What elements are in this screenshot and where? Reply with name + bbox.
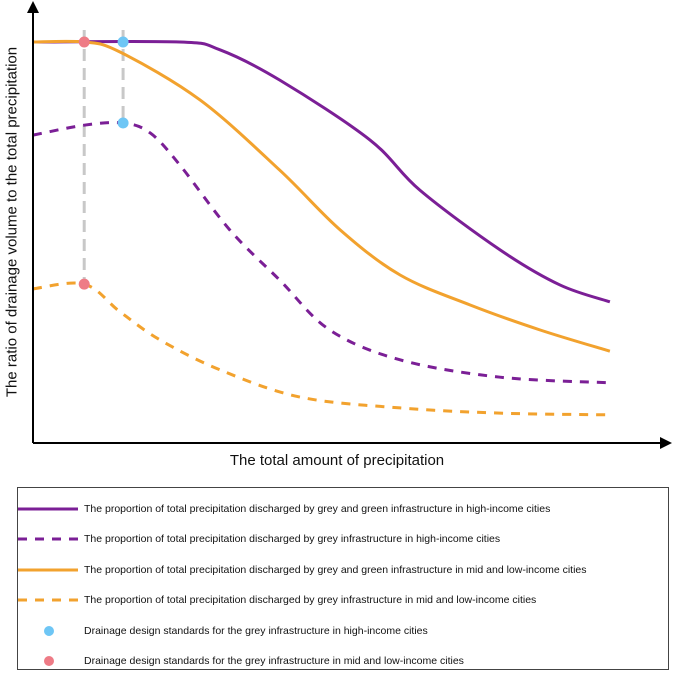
legend-item: The proportion of total precipitation di… xyxy=(18,560,587,580)
design-standard-point xyxy=(78,36,90,48)
legend-label: Drainage design standards for the grey i… xyxy=(84,655,464,667)
legend: The proportion of total precipitation di… xyxy=(17,487,669,670)
legend-item: The proportion of total precipitation di… xyxy=(18,529,500,549)
y-axis-arrow xyxy=(27,1,39,13)
y-axis-label: The ratio of drainage volume to the tota… xyxy=(3,46,21,398)
series-line-3 xyxy=(32,281,610,417)
series-line-2 xyxy=(32,39,611,353)
legend-label: The proportion of total precipitation di… xyxy=(84,564,587,576)
legend-swatch-dashed-purple xyxy=(18,537,78,541)
legend-item: The proportion of total precipitation di… xyxy=(18,499,550,519)
design-standard-point xyxy=(78,278,90,290)
x-axis-arrow xyxy=(660,437,672,449)
series-line-1 xyxy=(32,121,610,385)
chart-plot-area xyxy=(27,1,672,449)
series-line-0 xyxy=(32,39,611,304)
x-axis-label: The total amount of precipitation xyxy=(229,452,445,469)
legend-swatch-solid-purple xyxy=(18,507,78,511)
legend-label: The proportion of total precipitation di… xyxy=(84,533,501,545)
design-standard-point xyxy=(117,117,129,129)
legend-item: Drainage design standards for the grey i… xyxy=(18,651,464,671)
legend-swatch-red-dot xyxy=(44,656,54,666)
legend-swatch-blue-dot xyxy=(44,626,54,636)
legend-label: Drainage design standards for the grey i… xyxy=(84,625,428,637)
legend-label: The proportion of total precipitation di… xyxy=(84,594,537,606)
legend-label: The proportion of total precipitation di… xyxy=(84,503,551,515)
legend-item: Drainage design standards for the grey i… xyxy=(18,621,428,641)
design-standard-point xyxy=(117,36,129,48)
legend-swatch-solid-orange xyxy=(18,568,78,572)
legend-swatch-dashed-orange xyxy=(18,598,78,602)
legend-item: The proportion of total precipitation di… xyxy=(18,590,536,610)
